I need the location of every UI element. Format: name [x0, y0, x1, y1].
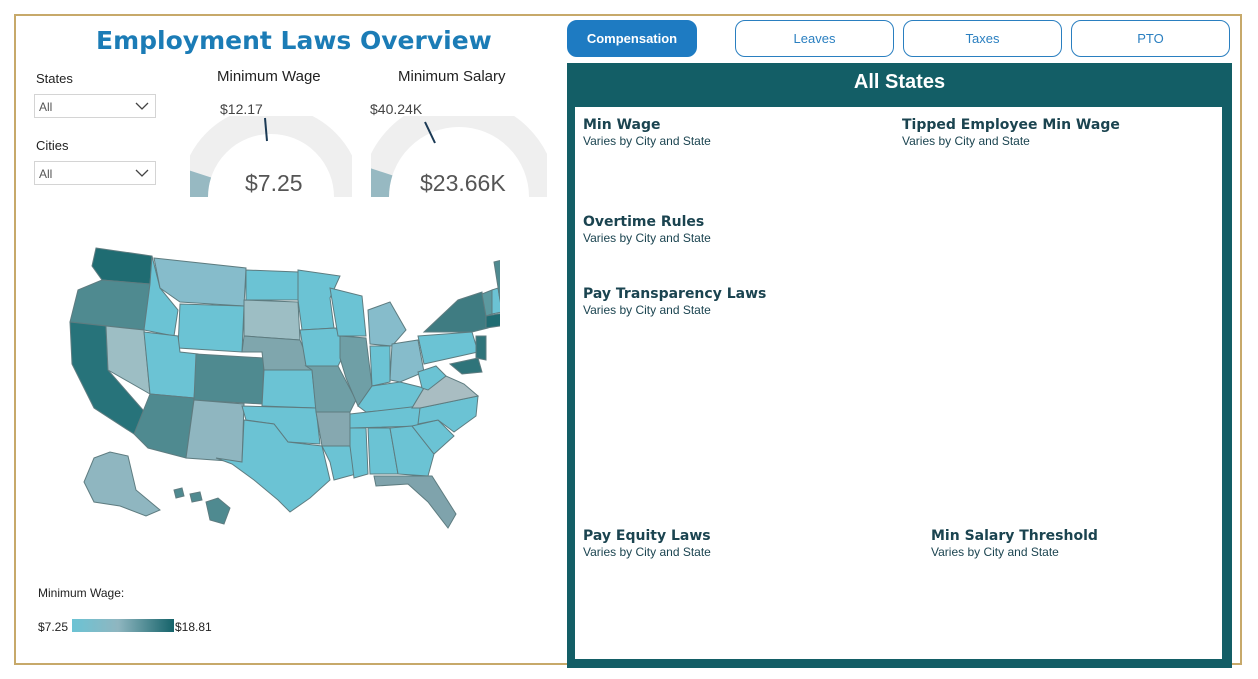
us-minimum-wage-map[interactable] [40, 240, 500, 540]
states-dropdown-value: All [39, 100, 53, 114]
state-ohio [389, 339, 425, 383]
panel-title: All States [853, 71, 946, 93]
law-pay-equity: Pay Equity Laws Varies by City and State [583, 528, 711, 559]
law-heading: Tipped Employee Min Wage [902, 117, 1120, 133]
min-wage-gauge [190, 116, 352, 198]
law-min-salary-threshold: Min Salary Threshold Varies by City and … [931, 528, 1098, 559]
gauge-target-marker [264, 117, 268, 142]
state-colorado [193, 353, 265, 405]
state-maryland [448, 357, 483, 375]
gauge-track [190, 116, 352, 198]
tab-taxes[interactable]: Taxes [903, 20, 1062, 57]
page-title: Employment Laws Overview [96, 26, 492, 55]
states-slicer-label: States [36, 71, 73, 86]
min-salary-gauge [371, 116, 547, 198]
state-florida [373, 475, 457, 529]
law-detail: Varies by City and State [583, 231, 711, 245]
state-new-york [422, 291, 489, 333]
state-texas [215, 419, 331, 513]
chevron-down-icon [135, 102, 149, 110]
cities-slicer-label: Cities [36, 138, 69, 153]
law-heading: Pay Equity Laws [583, 528, 711, 544]
state-new-hampshire [491, 287, 500, 315]
laws-panel: All States Min Wage Varies by City and S… [567, 63, 1232, 668]
law-detail: Varies by City and State [583, 303, 711, 317]
laws-card: Min Wage Varies by City and State Tipped… [575, 107, 1222, 659]
state-kansas [261, 369, 317, 409]
map-legend-min: $7.25 [38, 620, 69, 634]
min-salary-gauge-title: Minimum Salary [398, 68, 506, 85]
map-legend-title: Minimum Wage: [38, 586, 125, 600]
state-georgia [389, 425, 435, 477]
state-south-dakota [243, 299, 301, 341]
law-detail: Varies by City and State [583, 134, 711, 148]
map-legend-max: $18.81 [175, 620, 212, 634]
law-heading: Min Salary Threshold [931, 528, 1098, 544]
tab-leaves[interactable]: Leaves [735, 20, 894, 57]
min-wage-gauge-title: Minimum Wage [217, 68, 321, 85]
min-salary-gauge-value: $23.66K [420, 170, 506, 196]
law-heading: Overtime Rules [583, 214, 705, 230]
state-mississippi [349, 427, 369, 479]
law-detail: Varies by City and State [931, 545, 1059, 559]
state-maine [493, 259, 500, 301]
tab-pto[interactable]: PTO [1071, 20, 1230, 57]
gauge-fill [190, 170, 212, 198]
gauge-target-marker [424, 121, 436, 144]
gauge-fill [371, 168, 393, 198]
state-massachusetts [485, 313, 500, 329]
state-hawaii-islet-1 [173, 487, 185, 499]
min-wage-gauge-value: $7.25 [245, 170, 303, 196]
state-arkansas [315, 411, 351, 447]
map-legend-gradient [72, 619, 174, 632]
gauge-track [371, 116, 547, 198]
law-detail: Varies by City and State [902, 134, 1030, 148]
state-hawaii [205, 497, 231, 525]
law-tipped-min-wage: Tipped Employee Min Wage Varies by City … [902, 117, 1120, 148]
state-arizona [133, 393, 195, 459]
tab-compensation[interactable]: Compensation [567, 20, 697, 57]
state-west-virginia [417, 365, 447, 391]
state-hawaii-islet-2 [189, 491, 203, 503]
state-wyoming [177, 303, 245, 353]
state-washington [91, 247, 153, 285]
state-indiana [369, 345, 391, 387]
law-min-wage: Min Wage Varies by City and State [583, 117, 711, 148]
min-wage-gauge-target: $12.17 [220, 101, 263, 117]
state-alaska [83, 451, 161, 517]
state-montana [153, 257, 247, 307]
state-pennsylvania [417, 331, 479, 365]
state-louisiana [321, 445, 357, 481]
chevron-down-icon [135, 169, 149, 177]
law-heading: Pay Transparency Laws [583, 286, 767, 302]
state-new-jersey [475, 335, 487, 361]
state-north-dakota [245, 269, 299, 301]
state-new-mexico [185, 399, 245, 463]
law-heading: Min Wage [583, 117, 661, 133]
law-pay-transparency: Pay Transparency Laws Varies by City and… [583, 286, 766, 317]
cities-dropdown-value: All [39, 167, 53, 181]
state-michigan [367, 301, 407, 347]
state-oregon [69, 279, 151, 331]
cities-dropdown[interactable]: All [34, 161, 156, 185]
law-detail: Varies by City and State [583, 545, 711, 559]
min-salary-gauge-target: $40.24K [370, 101, 423, 117]
state-wisconsin [329, 287, 367, 337]
law-overtime-rules: Overtime Rules Varies by City and State [583, 214, 711, 245]
states-dropdown[interactable]: All [34, 94, 156, 118]
